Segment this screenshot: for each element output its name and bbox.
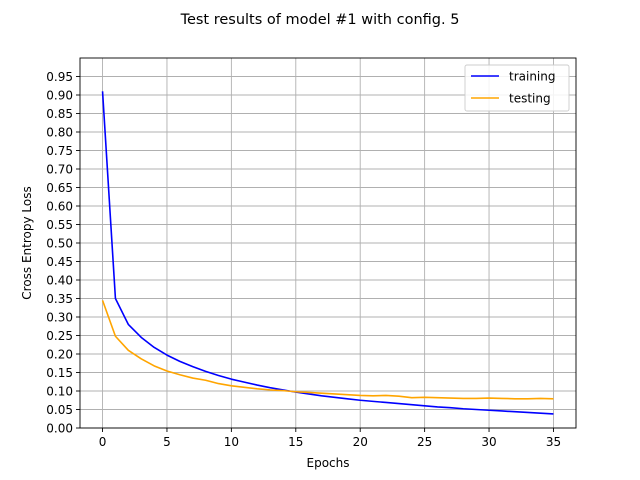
y-tick-label: 0.75 <box>46 144 73 158</box>
y-tick-label: 0.25 <box>46 329 73 343</box>
x-tick-label: 35 <box>546 435 561 449</box>
series-line-testing <box>101 300 554 400</box>
series-lines <box>101 91 554 415</box>
y-tick-label: 0.70 <box>46 162 73 176</box>
y-tick-label: 0.65 <box>46 181 73 195</box>
y-tick-label: 0.30 <box>46 310 73 324</box>
x-tick-label: 5 <box>163 435 171 449</box>
y-axis-label: Cross Entropy Loss <box>20 186 34 299</box>
y-tick-label: 0.45 <box>46 255 73 269</box>
y-tick-label: 0.35 <box>46 292 73 306</box>
y-tick-label: 0.55 <box>46 218 73 232</box>
legend-label-testing: testing <box>509 92 551 106</box>
legend-label-training: training <box>509 70 556 84</box>
x-tick-label: 0 <box>99 435 107 449</box>
y-tick-label: 0.40 <box>46 273 73 287</box>
x-tick-label: 30 <box>481 435 496 449</box>
chart-title: Test results of model #1 with config. 5 <box>180 12 460 28</box>
y-tick-label: 0.90 <box>46 88 73 102</box>
x-tick-label: 20 <box>353 435 368 449</box>
y-tick-label: 0.05 <box>46 403 73 417</box>
y-axis: 0.00 0.05 0.10 0.15 0.20 0.25 0.30 0.35 0.40 0.45… <box>46 70 80 435</box>
grid <box>80 58 576 429</box>
legend: training testing <box>464 64 570 112</box>
x-axis: 0 5 10 15 20 25 30 35 <box>99 428 561 449</box>
x-tick-label: 25 <box>417 435 432 449</box>
y-tick-label: 0.50 <box>46 236 73 250</box>
y-tick-label: 0.15 <box>46 366 73 380</box>
x-axis-label: Epochs <box>307 456 350 470</box>
x-tick-label: 15 <box>288 435 303 449</box>
y-tick-label: 0.60 <box>46 199 73 213</box>
y-tick-label: 0.00 <box>46 421 73 435</box>
y-tick-label: 0.10 <box>46 384 73 398</box>
y-tick-label: 0.95 <box>46 70 73 84</box>
series-line-training <box>101 91 554 415</box>
y-tick-label: 0.20 <box>46 347 73 361</box>
x-tick-label: 10 <box>224 435 239 449</box>
y-tick-label: 0.85 <box>46 107 73 121</box>
y-tick-label: 0.80 <box>46 125 73 139</box>
